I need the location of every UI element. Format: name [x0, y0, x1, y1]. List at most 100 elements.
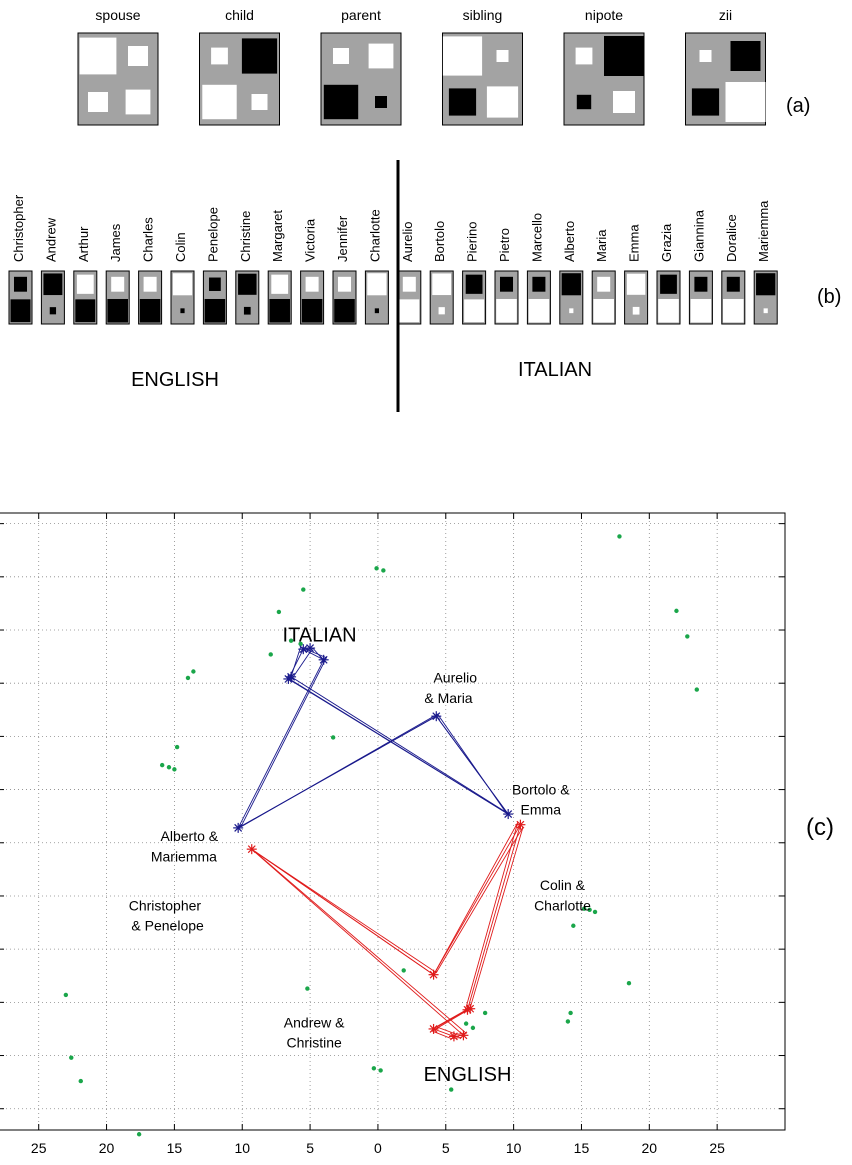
matrix-cell	[211, 47, 228, 65]
vector-unit	[204, 298, 226, 323]
person-name: Aurelio	[400, 222, 415, 262]
green-point	[685, 634, 690, 639]
person-name: Arthur	[76, 226, 91, 262]
vector-unit	[111, 276, 125, 292]
green-point	[565, 1019, 571, 1024]
green-point	[674, 608, 679, 614]
person-name: Penelope	[205, 207, 220, 262]
green-point	[298, 641, 303, 647]
vector-unit	[694, 276, 708, 292]
vector-unit	[723, 298, 744, 323]
vector-unit	[43, 273, 63, 296]
green-point	[172, 767, 177, 772]
vector-unit	[75, 299, 96, 323]
vector-unit	[238, 273, 257, 295]
green-point	[470, 1025, 476, 1031]
vector-unit	[337, 276, 352, 292]
pair-annotation: Charlotte	[534, 897, 591, 913]
vector-unit	[597, 276, 611, 292]
person-name: Victoria	[303, 218, 318, 262]
panel-c-scatter-plot: 25 20 15 10 5 0 5 10 15 20 25 ITALIAN ENGLISH Aureli…	[0, 512, 786, 1156]
x-tick-label: 5	[442, 1140, 450, 1156]
vector-unit	[13, 276, 28, 292]
relation-label: nipote	[585, 7, 623, 23]
green-point	[581, 906, 587, 911]
star-marker-english	[246, 844, 257, 855]
star-marker-english	[428, 969, 439, 980]
person-name: Andrew	[43, 217, 58, 262]
panel-b-label: (b)	[817, 286, 841, 308]
star-marker-italian	[318, 654, 329, 665]
green-point	[136, 1132, 142, 1137]
matrix-cell	[442, 36, 483, 76]
vector-unit	[374, 308, 379, 314]
panel-b-person-vectors: Christopher Andrew Arthur James Charles Colin…	[8, 194, 778, 325]
pair-annotation: Colin &	[540, 877, 586, 893]
green-point	[587, 907, 592, 912]
series-lines	[237, 646, 524, 1039]
vector-unit	[499, 276, 514, 292]
green-point	[568, 1010, 573, 1016]
vector-unit	[180, 308, 185, 314]
vector-unit	[690, 298, 712, 323]
green-point	[401, 968, 406, 973]
matrix-cell	[699, 50, 712, 62]
person-name: Emma	[627, 224, 642, 262]
green-point	[268, 652, 273, 657]
vector-unit	[569, 308, 574, 314]
grid-lines	[0, 513, 785, 1130]
panel-c-label: (c)	[806, 814, 834, 841]
matrix-cell	[323, 84, 359, 120]
green-point	[78, 1078, 83, 1084]
matrix-cell	[613, 91, 635, 113]
star-marker-italian	[503, 809, 514, 820]
star-marker-english	[458, 1030, 469, 1041]
vector-unit	[532, 276, 546, 292]
x-tick-label: 20	[99, 1140, 115, 1156]
matrix-cell	[79, 37, 117, 75]
matrix-cell	[576, 94, 592, 110]
green-point	[69, 1055, 74, 1060]
person-name: Grazia	[659, 223, 674, 262]
pair-annotation: Alberto &	[161, 828, 219, 844]
star-marker-italian	[431, 711, 442, 722]
relation-label: child	[225, 7, 254, 23]
vector-unit	[172, 273, 193, 296]
star-marker-english	[515, 819, 526, 830]
vector-unit	[367, 273, 387, 296]
vector-unit	[658, 298, 679, 323]
matrix-cell	[496, 50, 509, 62]
plot-frame	[0, 512, 786, 1131]
green-point	[63, 992, 69, 998]
person-name: Margaret	[270, 210, 285, 262]
green-point	[191, 669, 196, 674]
vector-unit	[464, 299, 485, 323]
star-marker-italian	[286, 671, 297, 682]
vector-unit	[726, 276, 740, 292]
vector-unit	[438, 307, 445, 315]
green-point	[571, 923, 576, 928]
pair-annotation: Emma	[521, 802, 562, 818]
series-line-english	[254, 826, 524, 1035]
matrix-cell	[730, 41, 761, 71]
star-markers	[233, 643, 526, 1042]
x-tick-label: 25	[31, 1140, 47, 1156]
pair-annotation: Mariemma	[151, 848, 217, 864]
x-tick-label: 5	[306, 1140, 314, 1156]
vector-unit	[626, 273, 646, 295]
matrix-cell	[125, 89, 151, 115]
matrix-cell	[88, 92, 108, 112]
vector-unit	[399, 299, 420, 323]
vector-unit	[305, 276, 319, 292]
relation-label: parent	[341, 7, 381, 23]
panel-a-label: (a)	[786, 95, 810, 117]
vector-unit	[269, 298, 290, 323]
pair-annotation: Bortolo &	[512, 781, 570, 797]
green-point	[166, 765, 172, 770]
vector-unit	[143, 276, 157, 292]
matrix-cell	[333, 48, 349, 64]
axis-ticks: 25 20 15 10 5 0 5 10 15 20 25	[0, 513, 785, 1156]
person-name: Christopher	[11, 194, 26, 262]
matrix-cell	[251, 94, 268, 110]
person-name: Bortolo	[432, 221, 447, 262]
